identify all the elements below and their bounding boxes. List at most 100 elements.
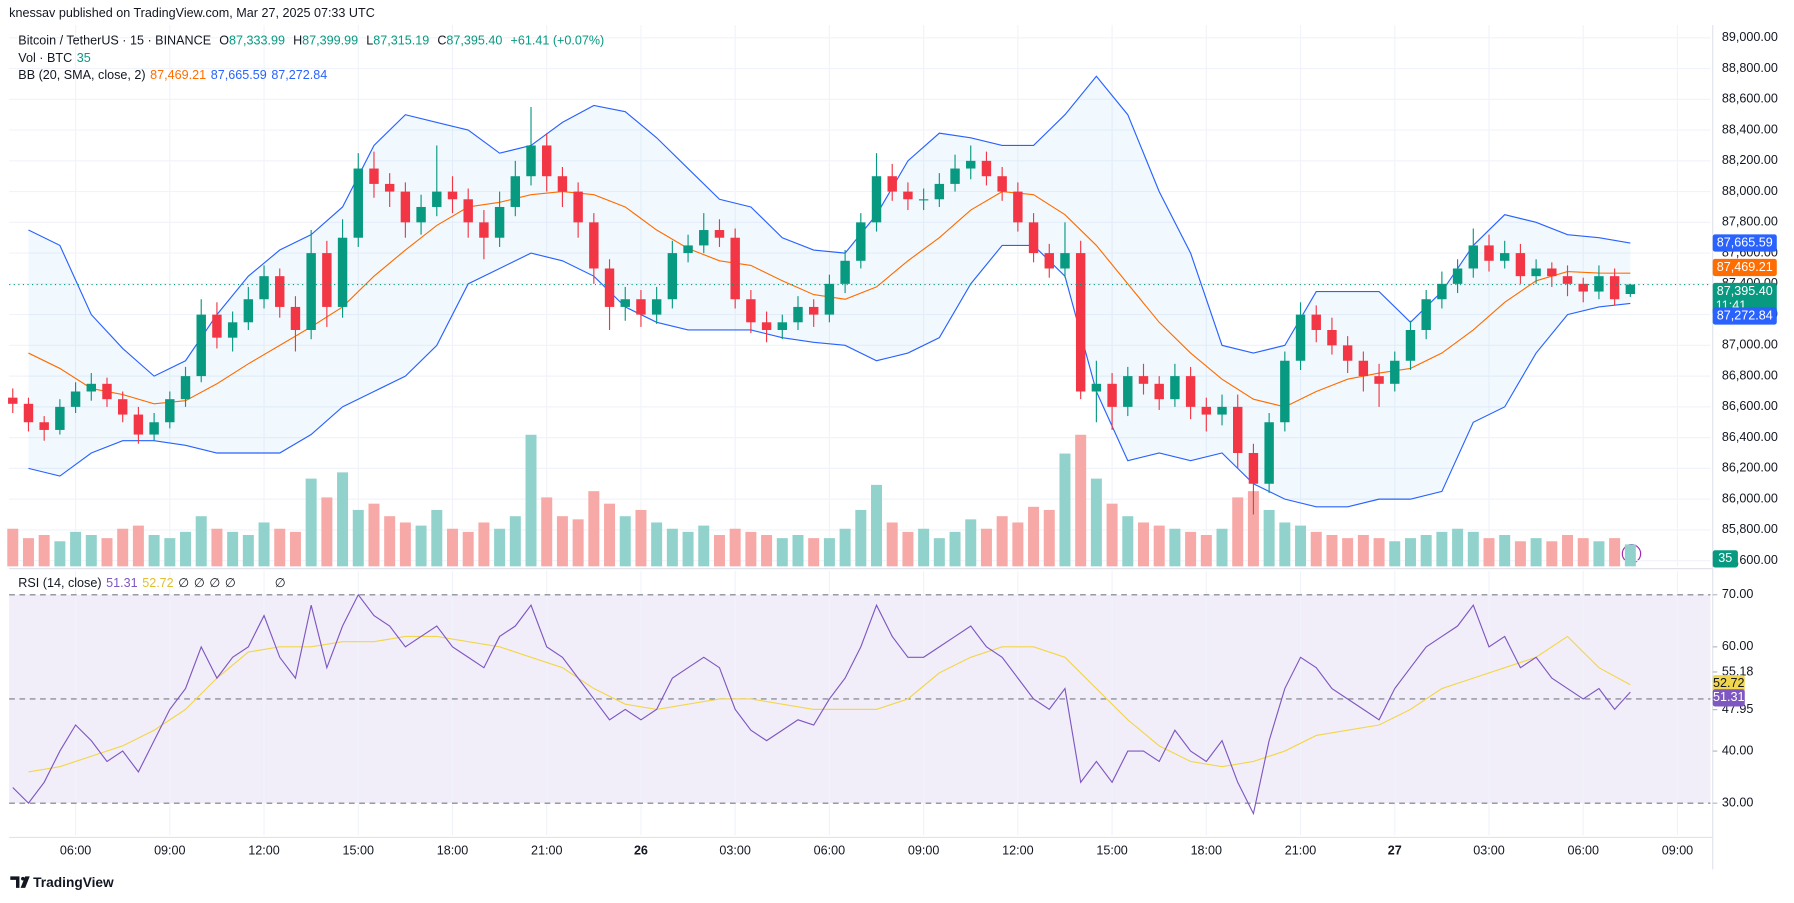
- volume-legend: Vol · BTC 35: [18, 51, 95, 65]
- volume-bar: [1012, 522, 1024, 567]
- candle-body: [102, 383, 112, 400]
- candle-body: [306, 253, 316, 330]
- ohlc-value: 87,395.40: [446, 34, 503, 49]
- volume-bar: [996, 516, 1008, 567]
- x-tick-label: 18:00: [1191, 844, 1222, 858]
- candle-body: [400, 191, 411, 223]
- rsi-line: [12, 593, 1631, 816]
- candle-body: [1609, 276, 1620, 300]
- price-tag-label: 87,665.59: [1717, 235, 1773, 249]
- candle-body: [934, 183, 945, 200]
- volume-bar: [132, 525, 144, 567]
- y-tick-label: 85,800.00: [1722, 522, 1778, 536]
- candle-body: [950, 168, 960, 184]
- rsi-extra: ∅: [224, 576, 236, 591]
- y-tick-label: 70.00: [1722, 587, 1753, 601]
- volume-bar: [180, 531, 192, 567]
- volume-bar: [70, 531, 82, 567]
- volume-bar: [823, 538, 835, 567]
- volume-bar: [242, 535, 254, 567]
- candle-body: [55, 406, 65, 430]
- volume-bar: [101, 538, 113, 567]
- candle-body: [1452, 268, 1463, 284]
- volume-bar: [604, 503, 616, 567]
- volume-bar: [682, 531, 694, 567]
- volume-bar: [117, 528, 129, 567]
- volume-bar: [1373, 538, 1385, 567]
- rsi-extra: ∅: [274, 576, 286, 591]
- candle-body: [133, 414, 144, 435]
- y-tick-label: 89,000.00: [1722, 30, 1778, 44]
- candle-body: [1060, 253, 1070, 269]
- y-tick-label: 88,000.00: [1722, 184, 1778, 198]
- volume-bar: [1624, 544, 1636, 567]
- bb-basis-value: 87,469.21: [150, 68, 207, 83]
- y-tick-label: 88,600.00: [1722, 92, 1778, 106]
- volume-bar: [1452, 528, 1464, 567]
- candle-body: [966, 160, 976, 169]
- volume-bar: [1153, 525, 1165, 567]
- volume-bar: [839, 528, 851, 567]
- candle-body: [1091, 383, 1102, 392]
- volume-bar: [1593, 541, 1605, 567]
- candle-body: [494, 206, 505, 238]
- candle-body: [1515, 253, 1526, 277]
- candle-body: [259, 276, 269, 300]
- volume-bar: [745, 531, 757, 567]
- candle-body: [1248, 453, 1259, 484]
- price-tag: [1712, 234, 1777, 252]
- x-tick-label: 21:00: [1285, 844, 1316, 858]
- candle-body: [432, 191, 442, 207]
- candle-body: [808, 306, 819, 315]
- volume-bar: [22, 538, 34, 567]
- candle-body: [557, 176, 568, 192]
- volume-bar: [321, 497, 333, 567]
- volume-bar: [368, 503, 380, 567]
- volume-bar: [855, 509, 867, 567]
- price-tag: [1712, 258, 1777, 277]
- volume-bar: [635, 509, 647, 567]
- candle-body: [667, 253, 678, 300]
- candle-body: [1028, 222, 1039, 254]
- candle-body: [1295, 314, 1306, 361]
- candle-body: [1311, 314, 1321, 330]
- candle-body: [887, 176, 897, 192]
- volume-bar: [556, 516, 568, 567]
- candle-body: [70, 391, 81, 407]
- candle-body: [275, 276, 285, 307]
- candle-body: [903, 191, 913, 200]
- x-tick-label: 12:00: [1002, 844, 1033, 858]
- volume-bar: [195, 516, 207, 567]
- candle-body: [1154, 383, 1164, 400]
- price-tag-label: 87,272.84: [1717, 308, 1773, 322]
- candle-body: [777, 322, 788, 330]
- volume-bar: [1436, 531, 1448, 567]
- candle-body: [1123, 376, 1133, 407]
- candle-body: [761, 322, 772, 330]
- candle-body: [1013, 191, 1023, 223]
- volume-label: Vol · BTC: [18, 51, 73, 66]
- rsi-tag: [1712, 675, 1745, 693]
- candle-body: [1107, 383, 1117, 407]
- candle-body: [1201, 406, 1212, 415]
- x-tick-label: 26: [634, 844, 648, 858]
- volume-bar: [1247, 491, 1259, 567]
- volume-bar: [1467, 531, 1479, 567]
- publisher: knessav published on TradingView.com, Ma…: [9, 6, 375, 21]
- volume-bar: [164, 538, 176, 567]
- bb-legend: BB (20, SMA, close, 2) 87,469.21 87,665.59…: [18, 69, 332, 83]
- candle-body: [1531, 268, 1541, 277]
- volume-bar: [38, 535, 50, 567]
- x-tick-label: 06:00: [60, 844, 91, 858]
- ohlc-label: C: [437, 34, 447, 49]
- volume-bar: [1106, 503, 1118, 567]
- volume-bar: [1546, 541, 1558, 567]
- volume-bar: [698, 525, 710, 567]
- candle-body: [117, 399, 128, 415]
- candle-body: [212, 314, 222, 338]
- candle-body: [918, 199, 929, 201]
- candle-body: [1484, 245, 1494, 261]
- candle-body: [997, 176, 1007, 192]
- rsi-extra: ∅: [193, 576, 205, 591]
